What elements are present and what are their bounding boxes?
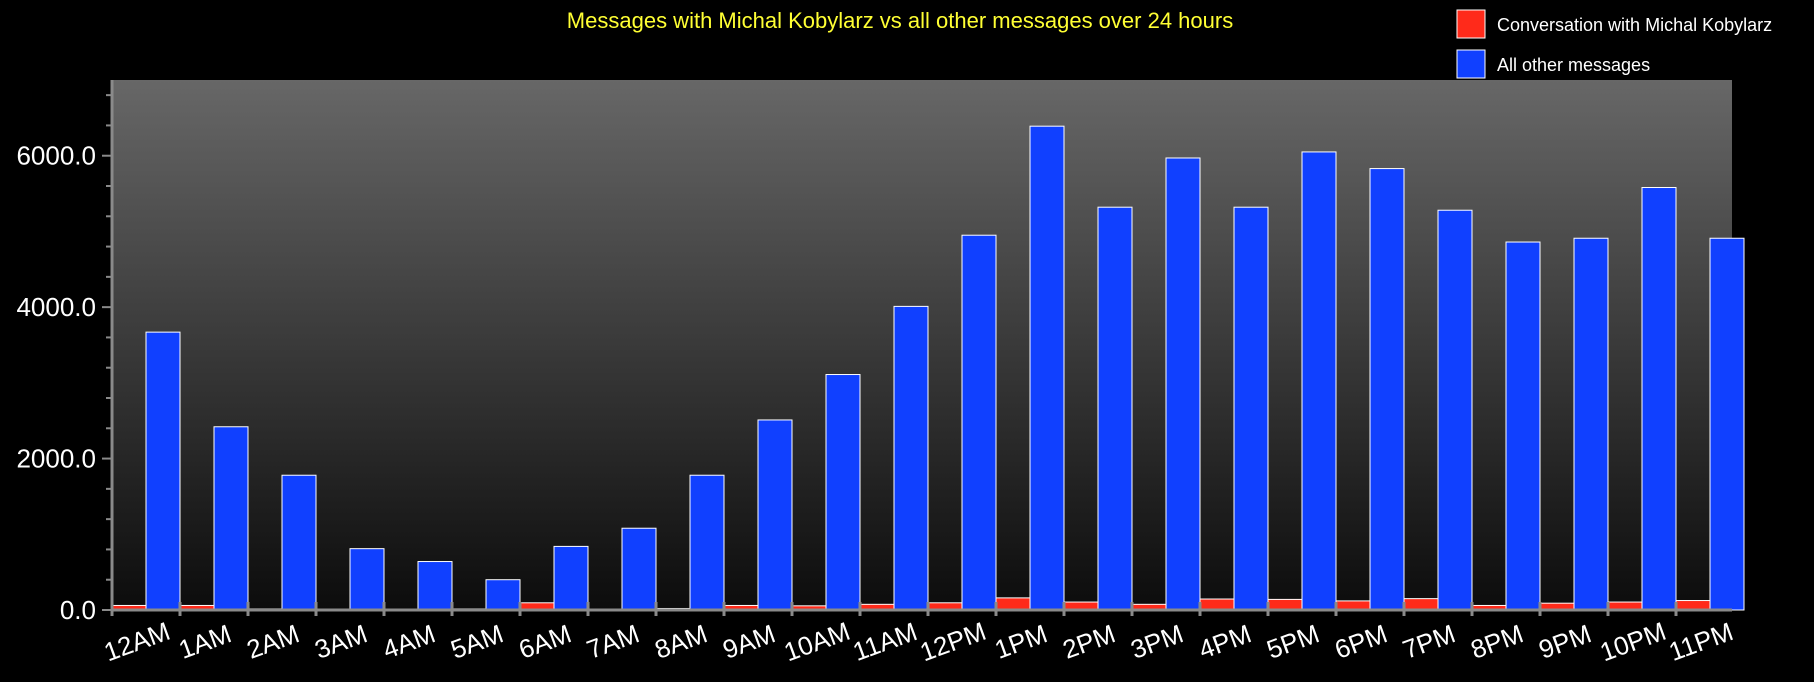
bar-all-other-8am	[689, 474, 725, 611]
bar-all-other-5pm	[1301, 151, 1337, 611]
bar-all-other-3pm	[1165, 157, 1201, 611]
legend-swatch-all-other	[1456, 49, 1486, 79]
bar-all-other-1am	[213, 426, 249, 611]
bar-all-other-8pm	[1505, 241, 1541, 611]
bars	[111, 125, 1745, 611]
bar-all-other-12pm	[961, 234, 997, 611]
chart-title: Messages with Michal Kobylarz vs all oth…	[567, 8, 1233, 33]
bar-all-other-6am	[553, 545, 589, 611]
y-axis-ticks: 0.0 2000.0 4000.0 6000.0	[16, 94, 112, 625]
y-tick-label: 6000.0	[16, 141, 96, 171]
y-tick-label: 2000.0	[16, 444, 96, 474]
legend-label-conversation: Conversation with Michal Kobylarz	[1497, 15, 1772, 35]
axes	[110, 80, 1732, 612]
bar-all-other-10pm	[1641, 187, 1677, 611]
bar-all-other-3am	[349, 548, 385, 611]
bar-conversation-1pm	[995, 597, 1031, 611]
bar-all-other-10am	[825, 374, 861, 611]
legend-swatch-conversation	[1456, 9, 1486, 39]
bar-all-other-5am	[485, 579, 521, 611]
bar-all-other-9am	[757, 419, 793, 611]
legend-label-all-other: All other messages	[1497, 55, 1650, 75]
legend: Conversation with Michal Kobylarz All ot…	[1456, 9, 1772, 79]
y-tick-label: 0.0	[60, 595, 96, 625]
bar-all-other-7am	[621, 527, 657, 611]
bar-all-other-2pm	[1097, 206, 1133, 611]
bar-all-other-4pm	[1233, 206, 1269, 611]
bar-all-other-2am	[281, 474, 317, 611]
bar-all-other-12am	[145, 331, 181, 611]
bar-all-other-11pm	[1709, 237, 1745, 611]
y-tick-label: 4000.0	[16, 292, 96, 322]
bar-conversation-4pm	[1199, 598, 1235, 611]
bar-all-other-9pm	[1573, 237, 1609, 611]
bar-conversation-5pm	[1267, 598, 1303, 611]
bar-all-other-4am	[417, 561, 453, 611]
bar-all-other-11am	[893, 305, 929, 611]
bar-conversation-7pm	[1403, 598, 1439, 611]
bar-all-other-1pm	[1029, 125, 1065, 611]
bar-all-other-7pm	[1437, 209, 1473, 611]
bar-all-other-6pm	[1369, 168, 1405, 611]
